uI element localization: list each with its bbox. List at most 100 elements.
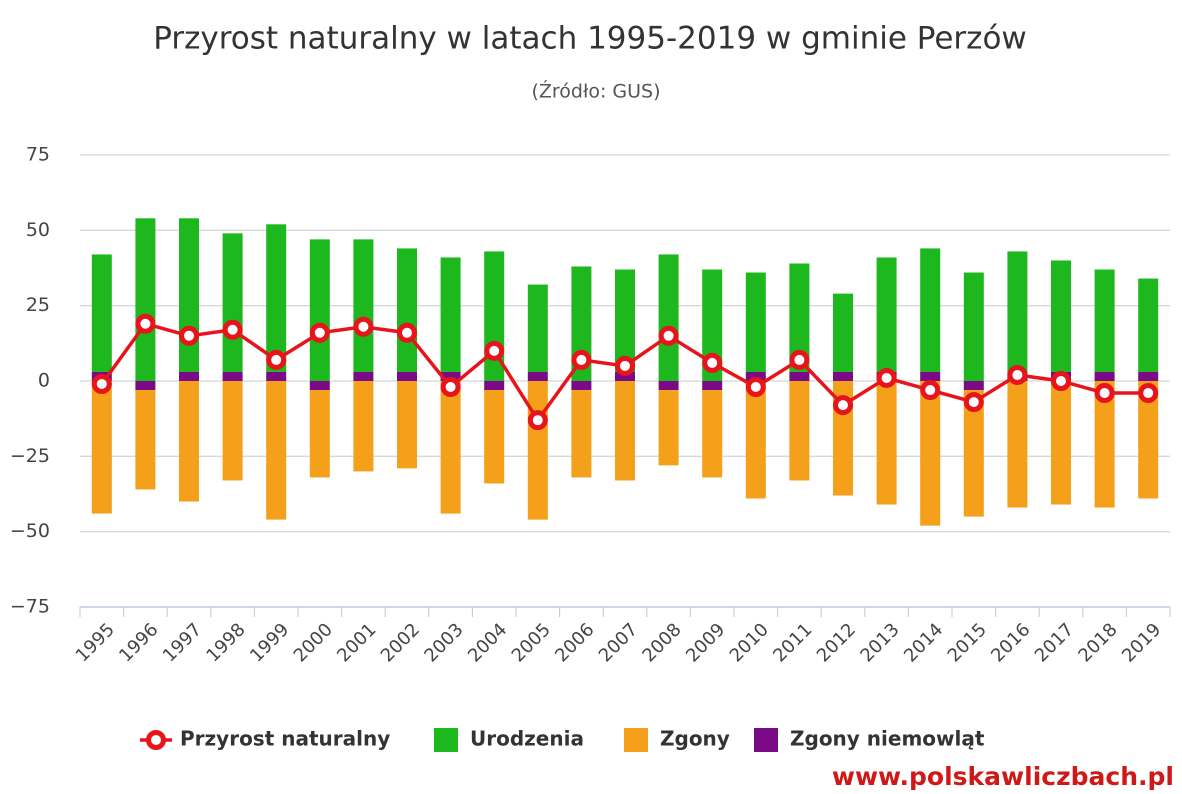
bar	[963, 381, 984, 391]
x-tick-label: 2004	[464, 619, 511, 666]
bar	[1051, 381, 1071, 505]
line-marker	[527, 410, 548, 431]
line-marker	[266, 349, 287, 370]
x-tick-label: 2009	[682, 619, 729, 666]
line-marker	[963, 392, 984, 413]
bar	[527, 371, 548, 381]
x-tick-label: 1995	[72, 619, 119, 666]
y-tick-label: −25	[10, 445, 50, 467]
x-tick-label: 2019	[1118, 619, 1165, 666]
bar	[745, 272, 766, 372]
bar	[309, 381, 330, 391]
bar	[397, 381, 417, 469]
x-tick-label: 2005	[508, 619, 555, 666]
x-tick-label: 2007	[595, 619, 642, 666]
y-tick-label: 25	[26, 294, 50, 316]
y-tick-label: −50	[10, 520, 50, 542]
line-marker	[397, 322, 417, 343]
x-tick-label: 2017	[1031, 619, 1078, 666]
bar	[920, 381, 941, 526]
bar	[658, 390, 679, 466]
bar	[876, 257, 897, 372]
bar	[658, 381, 679, 391]
y-tick-label: 50	[26, 219, 50, 241]
line-marker	[91, 374, 112, 395]
line-marker	[309, 322, 330, 343]
bar	[440, 371, 461, 381]
x-tick-label: 2011	[769, 619, 816, 666]
bar	[397, 248, 417, 372]
bar	[353, 371, 374, 381]
line-marker	[789, 349, 810, 370]
bar	[179, 381, 199, 502]
x-tick-label: 2001	[333, 619, 380, 666]
x-tick-label: 2000	[290, 619, 337, 666]
bar	[789, 263, 810, 372]
legend-label: Przyrost naturalny	[180, 727, 390, 751]
x-tick-label: 2006	[551, 619, 598, 666]
bar	[1094, 371, 1115, 381]
line-marker	[440, 377, 461, 398]
bar	[179, 218, 199, 372]
line-marker	[1051, 371, 1071, 391]
line-marker	[222, 319, 243, 340]
bar	[179, 371, 199, 381]
bar	[222, 381, 243, 481]
line-marker	[702, 352, 723, 373]
bar	[789, 381, 810, 481]
x-tick-label: 2003	[420, 619, 467, 666]
bar	[745, 381, 766, 499]
bar	[91, 254, 112, 372]
x-tick-label: 2010	[726, 619, 773, 666]
bar	[440, 381, 461, 514]
legend-symbol	[624, 728, 648, 752]
bar	[702, 269, 723, 381]
line-marker	[920, 380, 941, 401]
line-marker	[1007, 364, 1028, 385]
bar	[615, 381, 635, 481]
bar	[91, 381, 112, 514]
line-marker	[1138, 383, 1159, 404]
y-tick-label: −75	[10, 596, 50, 618]
bar	[615, 269, 635, 372]
line-marker	[833, 395, 853, 416]
bar	[397, 371, 417, 381]
line-marker	[745, 377, 766, 398]
bar	[833, 371, 853, 381]
y-tick-label: 75	[26, 144, 50, 166]
legend-label: Zgony	[660, 727, 730, 751]
bar	[266, 371, 287, 381]
bar	[571, 390, 592, 478]
bar	[963, 390, 984, 517]
bar	[1094, 381, 1115, 508]
bar	[353, 381, 374, 472]
bar	[702, 381, 723, 391]
x-tick-label: 2013	[856, 619, 903, 666]
bar	[135, 381, 156, 391]
bar	[135, 218, 156, 381]
chart-subtitle: (Źródło: GUS)	[531, 80, 660, 103]
bar	[1007, 381, 1028, 508]
bar	[527, 381, 548, 520]
line-marker	[571, 349, 592, 370]
bar	[266, 381, 287, 520]
legend-label: Zgony niemowląt	[790, 727, 985, 751]
bar	[571, 381, 592, 391]
bar	[309, 390, 330, 478]
bar	[920, 371, 941, 381]
x-tick-label: 2015	[944, 619, 991, 666]
line-marker	[658, 325, 679, 346]
bar	[1007, 251, 1028, 372]
bar	[309, 239, 330, 381]
bar	[615, 371, 635, 381]
x-tick-label: 2002	[377, 619, 424, 666]
line-marker	[353, 316, 374, 337]
x-tick-label: 1996	[115, 619, 162, 666]
x-tick-label: 2016	[987, 619, 1034, 666]
bar	[789, 371, 810, 381]
bar	[745, 371, 766, 381]
legend-symbol	[434, 728, 458, 752]
bar	[484, 381, 505, 391]
x-tick-label: 1999	[246, 619, 293, 666]
